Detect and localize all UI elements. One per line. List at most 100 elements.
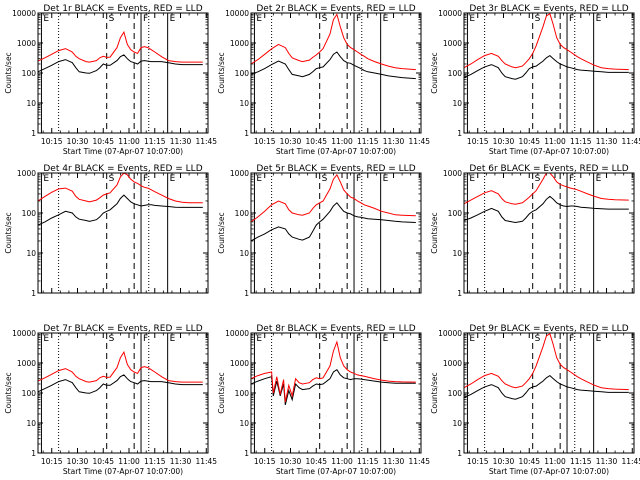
marker-label-F: F bbox=[143, 14, 148, 24]
y-tick-label: 1 bbox=[244, 289, 249, 298]
x-tick-label: 10:45 bbox=[518, 137, 540, 146]
y-tick-label: 100 bbox=[235, 389, 250, 398]
x-tick-label: 11:30 bbox=[596, 137, 618, 146]
marker-label-E-end: E bbox=[383, 334, 389, 344]
marker-label-E-start: E bbox=[43, 14, 49, 24]
det-panel-9: Det 9r BLACK = Events, RED = LLD 1 10 100 10… bbox=[430, 324, 640, 476]
y-tick-label: 10 bbox=[26, 249, 36, 258]
plot-frame bbox=[37, 332, 209, 454]
x-axis-label: Start Time (07-Apr-07 10:07:00) bbox=[276, 147, 396, 156]
x-tick-label: 10:30 bbox=[493, 137, 515, 146]
series-line-events bbox=[251, 202, 416, 242]
panel-title: Det 3r BLACK = Events, RED = LLD bbox=[469, 4, 628, 14]
panel-title: Det 6r BLACK = Events, RED = LLD bbox=[469, 164, 628, 174]
marker-label-S: S bbox=[322, 334, 328, 344]
x-tick-label: 10:30 bbox=[493, 457, 515, 466]
det-panel-8: Det 8r BLACK = Events, RED = LLD 1 10 100 10… bbox=[217, 324, 430, 476]
marker-label-E-start: E bbox=[256, 334, 262, 344]
y-tick-label: 10 bbox=[452, 419, 462, 428]
marker-label-E-end: E bbox=[170, 174, 176, 184]
series-line-lld bbox=[38, 350, 203, 383]
y-tick-label: 1000 bbox=[443, 359, 462, 368]
y-tick-label: 10000 bbox=[12, 329, 36, 338]
marker-label-F: F bbox=[569, 14, 574, 24]
y-tick-label: 1000 bbox=[17, 169, 36, 178]
x-tick-label: 11:15 bbox=[144, 137, 166, 146]
x-tick-label: 11:00 bbox=[331, 137, 353, 146]
x-tick-label: 11:30 bbox=[383, 457, 405, 466]
y-axis-label: Counts/sec bbox=[430, 212, 439, 253]
x-tick-label: 11:00 bbox=[544, 457, 566, 466]
marker-label-E-start: E bbox=[469, 174, 475, 184]
y-tick-label: 1 bbox=[457, 449, 462, 458]
marker-label-E-start: E bbox=[43, 174, 49, 184]
plot-frame bbox=[37, 12, 209, 134]
marker-label-F: F bbox=[356, 334, 361, 344]
y-axis-label: Counts/sec bbox=[217, 212, 226, 253]
x-tick-label: 10:15 bbox=[41, 457, 63, 466]
y-tick-label: 1 bbox=[457, 289, 462, 298]
y-tick-label: 100 bbox=[448, 209, 463, 218]
det-panel-7: Det 7r BLACK = Events, RED = LLD 1 10 100 10… bbox=[4, 324, 217, 476]
marker-label-F: F bbox=[356, 14, 361, 24]
x-tick-label: 11:15 bbox=[357, 457, 379, 466]
y-tick-label: 10 bbox=[239, 99, 249, 108]
series-line-events bbox=[38, 54, 203, 74]
x-tick-label: 11:00 bbox=[331, 457, 353, 466]
x-axis-label: Start Time (07-Apr-07 10:07:00) bbox=[489, 467, 609, 476]
y-tick-label: 10000 bbox=[225, 9, 249, 18]
x-tick-label: 10:45 bbox=[92, 457, 114, 466]
y-tick-label: 1 bbox=[244, 129, 249, 138]
y-tick-label: 10 bbox=[26, 99, 36, 108]
series-line-events bbox=[38, 194, 203, 226]
y-tick-label: 10 bbox=[452, 99, 462, 108]
x-tick-label: 11:45 bbox=[408, 457, 430, 466]
x-tick-label: 10:30 bbox=[280, 457, 302, 466]
plot-frame bbox=[250, 332, 422, 454]
series-line-lld bbox=[38, 30, 203, 63]
y-tick-label: 10000 bbox=[12, 9, 36, 18]
marker-label-E-start: E bbox=[256, 174, 262, 184]
x-tick-label: 11:00 bbox=[544, 137, 566, 146]
x-tick-label: 11:45 bbox=[621, 457, 640, 466]
marker-label-E-end: E bbox=[596, 174, 602, 184]
series-line-lld bbox=[38, 173, 203, 204]
marker-label-F: F bbox=[143, 334, 148, 344]
marker-label-F: F bbox=[569, 334, 574, 344]
x-tick-label: 11:30 bbox=[596, 457, 618, 466]
plot-frame bbox=[250, 172, 422, 294]
y-tick-label: 1000 bbox=[17, 359, 36, 368]
x-tick-label: 10:15 bbox=[254, 457, 276, 466]
marker-label-S: S bbox=[535, 174, 541, 184]
x-tick-label: 11:00 bbox=[118, 137, 140, 146]
x-tick-label: 11:45 bbox=[621, 137, 640, 146]
marker-label-E-start: E bbox=[469, 14, 475, 24]
y-axis-label: Counts/sec bbox=[4, 372, 13, 413]
y-tick-label: 1000 bbox=[443, 39, 462, 48]
x-tick-label: 11:30 bbox=[170, 137, 192, 146]
y-axis-label: Counts/sec bbox=[217, 372, 226, 413]
x-tick-label: 11:45 bbox=[195, 457, 217, 466]
y-tick-label: 1 bbox=[457, 129, 462, 138]
y-tick-label: 10 bbox=[26, 419, 36, 428]
marker-label-E-end: E bbox=[596, 14, 602, 24]
marker-label-E-start: E bbox=[43, 334, 49, 344]
panel-title: Det 7r BLACK = Events, RED = LLD bbox=[43, 324, 202, 334]
x-tick-label: 10:30 bbox=[67, 137, 89, 146]
series-line-events bbox=[38, 374, 203, 394]
series-line-lld bbox=[464, 13, 629, 71]
x-tick-label: 10:15 bbox=[467, 137, 489, 146]
series-line-lld bbox=[251, 173, 416, 223]
det-panel-1: Det 1r BLACK = Events, RED = LLD 1 10 100 10… bbox=[4, 4, 217, 156]
x-tick-label: 11:45 bbox=[195, 137, 217, 146]
x-tick-label: 10:45 bbox=[518, 457, 540, 466]
marker-label-S: S bbox=[535, 334, 541, 344]
det-panel-4: Det 4r BLACK = Events, RED = LLD 1 10 100 10… bbox=[4, 164, 209, 298]
series-line-lld bbox=[251, 13, 416, 71]
y-tick-label: 1 bbox=[244, 449, 249, 458]
marker-label-S: S bbox=[109, 174, 115, 184]
x-axis-label: Start Time (07-Apr-07 10:07:00) bbox=[489, 147, 609, 156]
marker-label-E-start: E bbox=[256, 14, 262, 24]
marker-label-S: S bbox=[322, 174, 328, 184]
